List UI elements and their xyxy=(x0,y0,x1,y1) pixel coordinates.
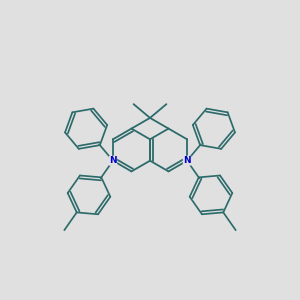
Text: N: N xyxy=(109,156,117,165)
Text: N: N xyxy=(183,156,191,165)
